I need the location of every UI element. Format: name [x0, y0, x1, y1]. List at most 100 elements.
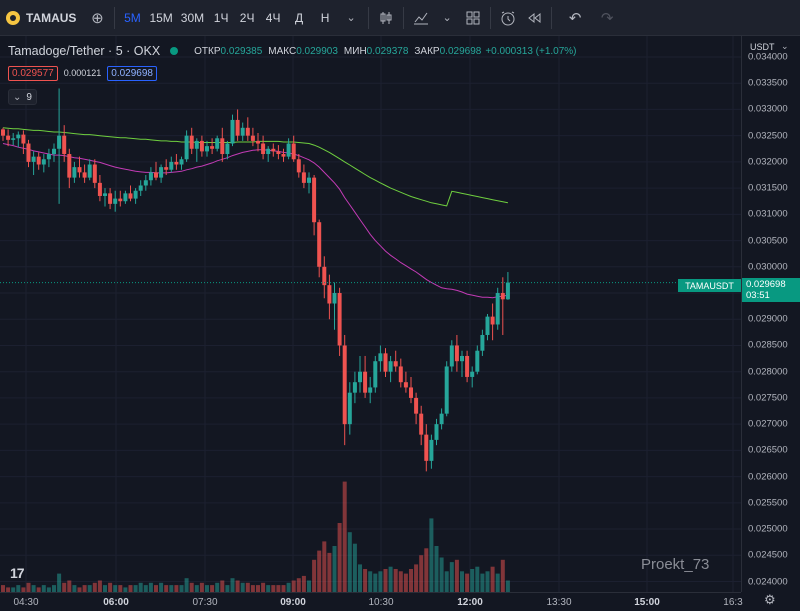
- interval-dropdown-chevron-icon[interactable]: ⌄: [346, 12, 356, 24]
- undo-icon[interactable]: ↶: [568, 9, 582, 27]
- symbol-search-button[interactable]: TAMAUS: [0, 0, 84, 36]
- last-price-box: 0.029698 03:51: [742, 278, 800, 302]
- volume-bar: [444, 571, 449, 592]
- candle-body: [434, 424, 439, 440]
- indicators-toggle-button[interactable]: ⌄ 9: [8, 89, 37, 105]
- candle-body: [475, 350, 480, 372]
- candle-body: [454, 345, 459, 362]
- candle-body: [383, 353, 388, 372]
- chevron-down-icon[interactable]: ⌄: [781, 41, 789, 51]
- interval-6-button[interactable]: Д: [295, 10, 304, 25]
- volume-bar: [409, 569, 413, 592]
- volume-bar: [240, 582, 245, 592]
- legend-open-label: ОТКР: [194, 45, 221, 57]
- indicators-chevron-icon[interactable]: ⌄: [442, 12, 452, 24]
- volume-bar: [16, 585, 21, 592]
- currency-selector[interactable]: USDT: [750, 42, 775, 52]
- sell-price-button[interactable]: 0.029577: [8, 65, 58, 81]
- candle-body: [189, 135, 194, 149]
- volume-bar: [1, 585, 5, 592]
- volume-bar: [6, 587, 11, 592]
- candle-body: [337, 293, 342, 346]
- price-tick-6: 0.031000: [748, 208, 788, 220]
- price-tick-14: 0.027000: [748, 418, 788, 430]
- volume-bar: [414, 564, 419, 592]
- replay-icon[interactable]: [521, 4, 547, 32]
- candle-body: [52, 148, 56, 155]
- volume-bar: [230, 578, 235, 592]
- candle-body: [373, 361, 378, 388]
- interval-1-button[interactable]: 15M: [149, 10, 173, 25]
- layout-icon[interactable]: [460, 4, 486, 32]
- interval-2-button[interactable]: 30M: [180, 10, 205, 25]
- candle-body: [159, 167, 164, 178]
- volume-bar: [373, 573, 378, 592]
- candle-body: [419, 413, 424, 435]
- symbol-label: TAMAUS: [26, 10, 77, 25]
- toolbar-divider: [368, 6, 370, 29]
- volume-bar: [159, 582, 164, 592]
- gear-icon[interactable]: ⚙: [764, 592, 776, 607]
- compare-add-icon[interactable]: ⊕: [91, 9, 104, 27]
- price-tick-4: 0.032000: [748, 156, 788, 168]
- candle-body: [118, 198, 123, 202]
- candle-body: [87, 164, 92, 178]
- candle-body: [358, 371, 362, 383]
- legend-high-label: МАКС: [268, 45, 297, 57]
- interval-4-button[interactable]: 2Ч: [239, 10, 255, 25]
- candle-body: [414, 397, 419, 414]
- candle-body: [194, 140, 199, 149]
- volume-bar: [26, 582, 31, 592]
- indicators-icon[interactable]: [408, 4, 434, 32]
- volume-bar: [31, 585, 36, 592]
- volume-bar: [383, 569, 388, 592]
- volume-bar: [250, 585, 255, 592]
- candle-body: [67, 154, 72, 178]
- candle-body: [92, 164, 97, 183]
- interval-7-button[interactable]: Н: [320, 10, 330, 25]
- volume-bar: [266, 585, 271, 592]
- chevron-down-icon: ⌄: [13, 91, 22, 103]
- toolbar-divider: [403, 6, 405, 29]
- candle-body: [103, 193, 107, 196]
- volume-bar: [363, 569, 368, 592]
- bar-countdown: 03:51: [746, 290, 770, 301]
- volume-bar: [225, 585, 230, 592]
- alert-icon[interactable]: [495, 4, 521, 32]
- volume-bar: [215, 582, 220, 592]
- volume-bar: [327, 552, 332, 592]
- candle-body: [465, 355, 470, 377]
- redo-icon[interactable]: ↷: [600, 9, 614, 27]
- last-price-value: 0.029698: [746, 279, 786, 290]
- candle-body: [495, 293, 500, 325]
- candles-icon[interactable]: [373, 4, 399, 32]
- time-axis[interactable]: 04:30 06:00 07:30 09:00 10:30 12:00 13:30 15:00…: [0, 592, 743, 611]
- price-scale[interactable]: USDT ⌄ 0.034000 0.033500 0.033000 0.032500 0…: [741, 36, 800, 592]
- candle-body: [133, 190, 138, 199]
- candle-body: [429, 439, 434, 461]
- candle-body: [250, 135, 255, 141]
- volume-bar: [199, 582, 204, 592]
- price-chart[interactable]: [0, 36, 741, 592]
- volume-bar: [307, 580, 311, 592]
- interval-0-button[interactable]: 5M: [124, 10, 141, 25]
- candle-body: [123, 193, 128, 202]
- volume-bar: [164, 585, 169, 592]
- volume-bar: [276, 585, 281, 592]
- volume-bar: [72, 585, 77, 592]
- candle-body: [205, 146, 209, 152]
- interval-5-button[interactable]: 4Ч: [265, 10, 281, 25]
- fast-moving-average-line: [2, 143, 509, 299]
- legend-low-label: МИН: [343, 45, 367, 57]
- volume-bar: [368, 571, 373, 592]
- candle-body: [266, 148, 271, 155]
- candle-body: [327, 285, 332, 304]
- price-tick-1: 0.033500: [748, 77, 788, 89]
- volume-bar: [337, 523, 342, 592]
- candle-body: [342, 345, 347, 425]
- price-tick-13: 0.027500: [748, 392, 788, 404]
- interval-3-button[interactable]: 1Ч: [213, 10, 229, 25]
- volume-bar: [138, 582, 143, 592]
- buy-price-button[interactable]: 0.029698: [107, 65, 157, 81]
- candle-body: [113, 198, 118, 204]
